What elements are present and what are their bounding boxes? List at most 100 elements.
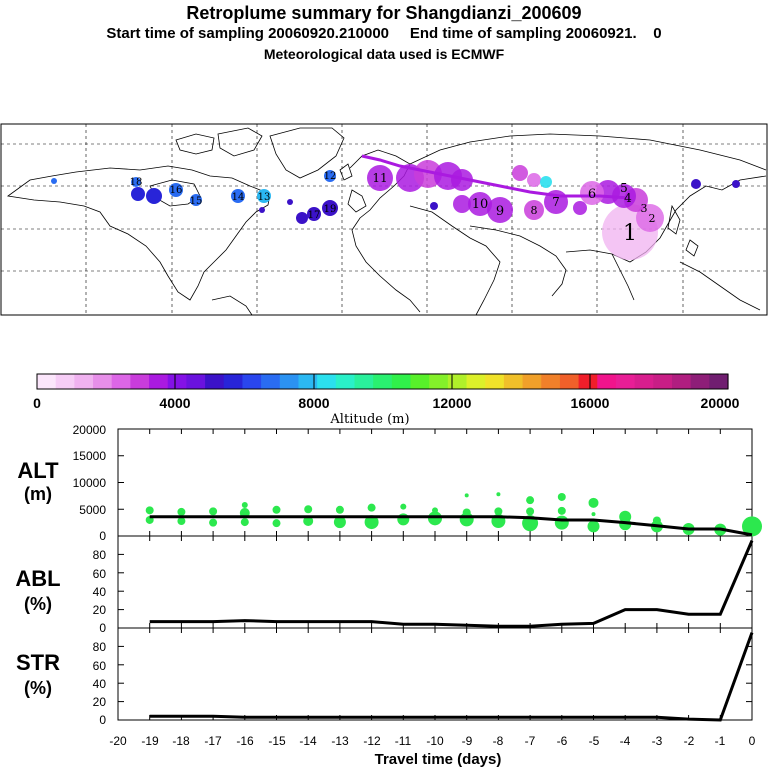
colorbar-cell [634,374,654,389]
plume-day-18 [131,177,141,187]
altitude-particle-point [494,507,503,516]
altitude-particle-point [526,507,535,516]
xtick-m12: -12 [363,734,381,748]
xtick-m10: -10 [426,734,444,748]
alt-label: ALT [17,458,59,483]
altitude-particle-point [591,512,596,517]
altitude-particle-point [588,497,599,508]
plume-cluster-d [451,169,473,191]
plume-teal-dot [540,176,552,188]
colorbar-cell [298,374,318,389]
plume-label-17: 17 [308,210,321,221]
str-series-line [149,632,754,722]
xtick-m7: -7 [525,734,536,748]
abl-series-line [149,540,754,628]
altitude-particle-point [496,492,501,497]
colorbar-cell [55,374,75,389]
altitude-particle-point [364,515,379,530]
sampling-times: Start time of sampling 20060920.210000 E… [106,25,662,42]
plume-small-b [430,202,438,210]
altitude-particle-point [428,511,442,526]
altitude-particle-point [177,517,186,526]
plume-day-10b [453,195,471,213]
plume-day-17 [131,187,145,201]
plume-label-6: 6 [588,187,596,202]
plume-day-6 [580,181,604,205]
plume-day-16 [146,188,162,204]
xtick-m14: -14 [299,734,317,748]
alt-ytick-15000: 15000 [73,449,107,463]
colorbar-cell [335,374,356,389]
altitude-particle-point [240,518,249,527]
colorbar-cell [690,374,710,389]
colorbar-tick-8000: 8000 [298,395,329,411]
plume-day-8 [524,200,544,220]
colorbar-tick-0: 0 [33,395,41,411]
xtick-m5: -5 [589,734,600,748]
altitude-particle-point [464,493,469,498]
plume-label-18: 18 [130,177,143,188]
colorbar-label: Altitude (m) [329,412,409,427]
str-panel-frame [117,627,753,721]
plume-day-19c [296,212,308,224]
altitude-particle-point [526,496,535,505]
abl-ytick-0: 0 [99,621,106,635]
altitude-particle-point [304,505,313,514]
altitude-particle-point [557,506,566,515]
plume-label-4: 4 [624,191,632,205]
alt-ytick-20000: 20000 [73,423,107,437]
colorbar-tick-12000: 12000 [433,395,472,411]
x-tick-labels: -20 -19 -18 -17 -16 -15 -14 -13 -12 -11 … [109,734,755,748]
plume-day-10 [468,192,492,216]
colorbar-cell [130,374,150,389]
map-panel: 18 16 15 14 13 12 19 17 11 10 9 8 7 6 5 … [0,123,768,316]
altitude-particle-point [367,503,376,512]
colorbar-cell [167,374,188,389]
colorbar-cell [354,374,374,389]
colorbar-cell [93,374,113,389]
altitude-particle-point [209,507,218,516]
str-ytick-20: 20 [93,695,107,709]
alt-series-line [149,515,753,537]
xtick-m16: -16 [236,734,254,748]
colorbar-cell [149,374,169,389]
alt-ytick-0: 0 [99,529,106,543]
str-unit: (%) [24,678,52,698]
colorbar-cell [709,374,729,389]
alt-unit: (m) [24,484,52,504]
xtick-m9: -9 [462,734,473,748]
chart-title: Retroplume summary for Shangdianzi_20060… [186,3,582,23]
xtick-m2: -2 [684,734,695,748]
plume-day-15-east [512,165,528,181]
altitude-particle-point [333,516,346,529]
colorbar-frame [36,373,729,390]
colorbar-tick-16000: 16000 [571,395,610,411]
plume-day-19 [322,200,338,216]
alt-ytick-10000: 10000 [73,476,107,490]
colorbar-cell [597,374,617,389]
abl-ytick-80: 80 [93,548,107,562]
xtick-m19: -19 [141,734,159,748]
altitude-particle-point [742,516,762,537]
plume-label-7: 7 [552,195,560,209]
colorbar-cell [671,374,692,389]
colorbar-cell [466,374,486,389]
plume-label-9: 9 [496,204,504,219]
plume-small-c [287,199,293,205]
plume-day-15 [169,183,183,197]
xtick-m13: -13 [331,734,349,748]
xtick-m15: -15 [268,734,286,748]
colorbar-tick-20000: 20000 [701,395,740,411]
xtick-m4: -4 [620,734,631,748]
xtick-m18: -18 [172,734,190,748]
plume-day-14 [190,194,202,206]
colorbar-tick-4000: 4000 [159,395,190,411]
colorbar-cell [261,374,281,389]
plume-labels: 18 16 15 14 13 12 19 17 11 10 9 8 7 6 5 … [130,171,656,246]
plume-day-12 [257,189,271,203]
abl-ytick-40: 40 [93,585,107,599]
x-axis-label: Travel time (days) [375,751,502,768]
plume-label-19: 19 [324,204,337,215]
plume-label-1: 1 [623,221,637,246]
